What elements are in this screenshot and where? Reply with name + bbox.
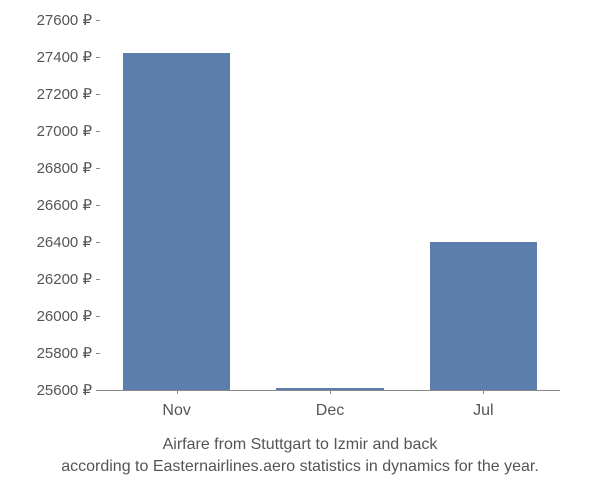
y-tick-mark bbox=[96, 131, 100, 132]
y-tick-label: 26200 ₽ bbox=[37, 270, 92, 288]
x-axis-line bbox=[100, 390, 560, 391]
chart-caption: Airfare from Stuttgart to Izmir and back… bbox=[0, 434, 600, 479]
y-tick-mark bbox=[96, 316, 100, 317]
y-tick-label: 27400 ₽ bbox=[37, 48, 92, 66]
bar bbox=[123, 53, 230, 390]
caption-line-1: Airfare from Stuttgart to Izmir and back bbox=[0, 434, 600, 456]
y-tick-label: 27000 ₽ bbox=[37, 122, 92, 140]
x-tick-label: Nov bbox=[162, 402, 190, 420]
bar bbox=[430, 242, 537, 390]
y-tick-mark bbox=[96, 242, 100, 243]
y-tick-label: 26000 ₽ bbox=[37, 307, 92, 325]
airfare-bar-chart: 25600 ₽ 25800 ₽ 26000 ₽ 26200 ₽ 26400 ₽ 26600… bbox=[0, 0, 600, 500]
caption-line-2: according to Easternairlines.aero statis… bbox=[0, 456, 600, 478]
y-tick-label: 27200 ₽ bbox=[37, 85, 92, 103]
y-tick-label: 26400 ₽ bbox=[37, 233, 92, 251]
y-tick-label: 26600 ₽ bbox=[37, 196, 92, 214]
y-tick-label: 25600 ₽ bbox=[37, 381, 92, 399]
y-tick-label: 25800 ₽ bbox=[37, 344, 92, 362]
y-tick-mark bbox=[96, 168, 100, 169]
y-tick-label: 27600 ₽ bbox=[37, 11, 92, 29]
y-tick-mark bbox=[96, 205, 100, 206]
plot-area bbox=[100, 20, 560, 390]
y-tick-mark bbox=[96, 279, 100, 280]
y-tick-mark bbox=[96, 353, 100, 354]
y-tick-mark bbox=[96, 20, 100, 21]
x-tick-label: Jul bbox=[473, 402, 493, 420]
x-tick-label: Dec bbox=[316, 402, 344, 420]
y-tick-label: 26800 ₽ bbox=[37, 159, 92, 177]
y-tick-mark bbox=[96, 57, 100, 58]
y-tick-mark bbox=[96, 94, 100, 95]
